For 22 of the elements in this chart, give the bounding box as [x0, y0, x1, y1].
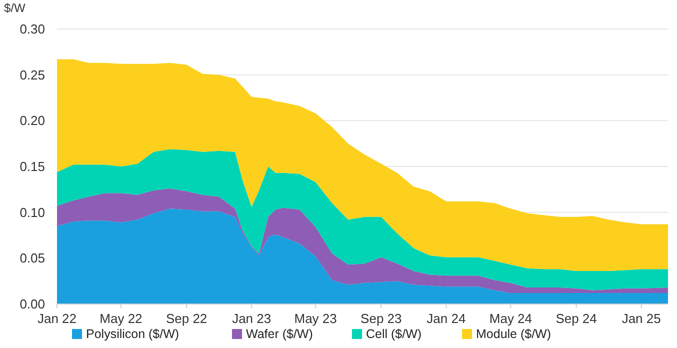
y-tick-label: 0.00 — [20, 296, 45, 312]
x-tick-label: Sep 24 — [556, 311, 597, 326]
legend-label: Wafer ($/W) — [246, 327, 313, 341]
y-tick-label: 0.25 — [20, 67, 45, 82]
y-axis-title: $/W — [4, 1, 26, 15]
legend-label: Cell ($/W) — [366, 327, 422, 341]
y-tick-label: 0.30 — [20, 22, 45, 37]
y-tick-label: 0.15 — [20, 159, 45, 174]
x-tick-label: May 22 — [100, 311, 142, 326]
x-tick-label: Sep 22 — [166, 311, 208, 326]
legend-label: Module ($/W) — [476, 327, 552, 341]
x-tick-label: Jan 24 — [426, 311, 466, 326]
x-tick-label: May 24 — [489, 311, 532, 326]
y-tick-label: 0.10 — [20, 204, 45, 220]
x-tick-label: Jan 22 — [37, 311, 77, 326]
x-tick-label: Jan 25 — [622, 311, 661, 326]
x-tick-label: Sep 23 — [360, 311, 402, 326]
x-tick-label: May 23 — [294, 311, 337, 326]
y-tick-label: 0.20 — [20, 113, 45, 128]
legend-label: Polysilicon ($/W) — [86, 327, 180, 341]
x-tick-label: Jan 23 — [232, 311, 272, 326]
y-tick-label: 0.05 — [20, 250, 45, 266]
